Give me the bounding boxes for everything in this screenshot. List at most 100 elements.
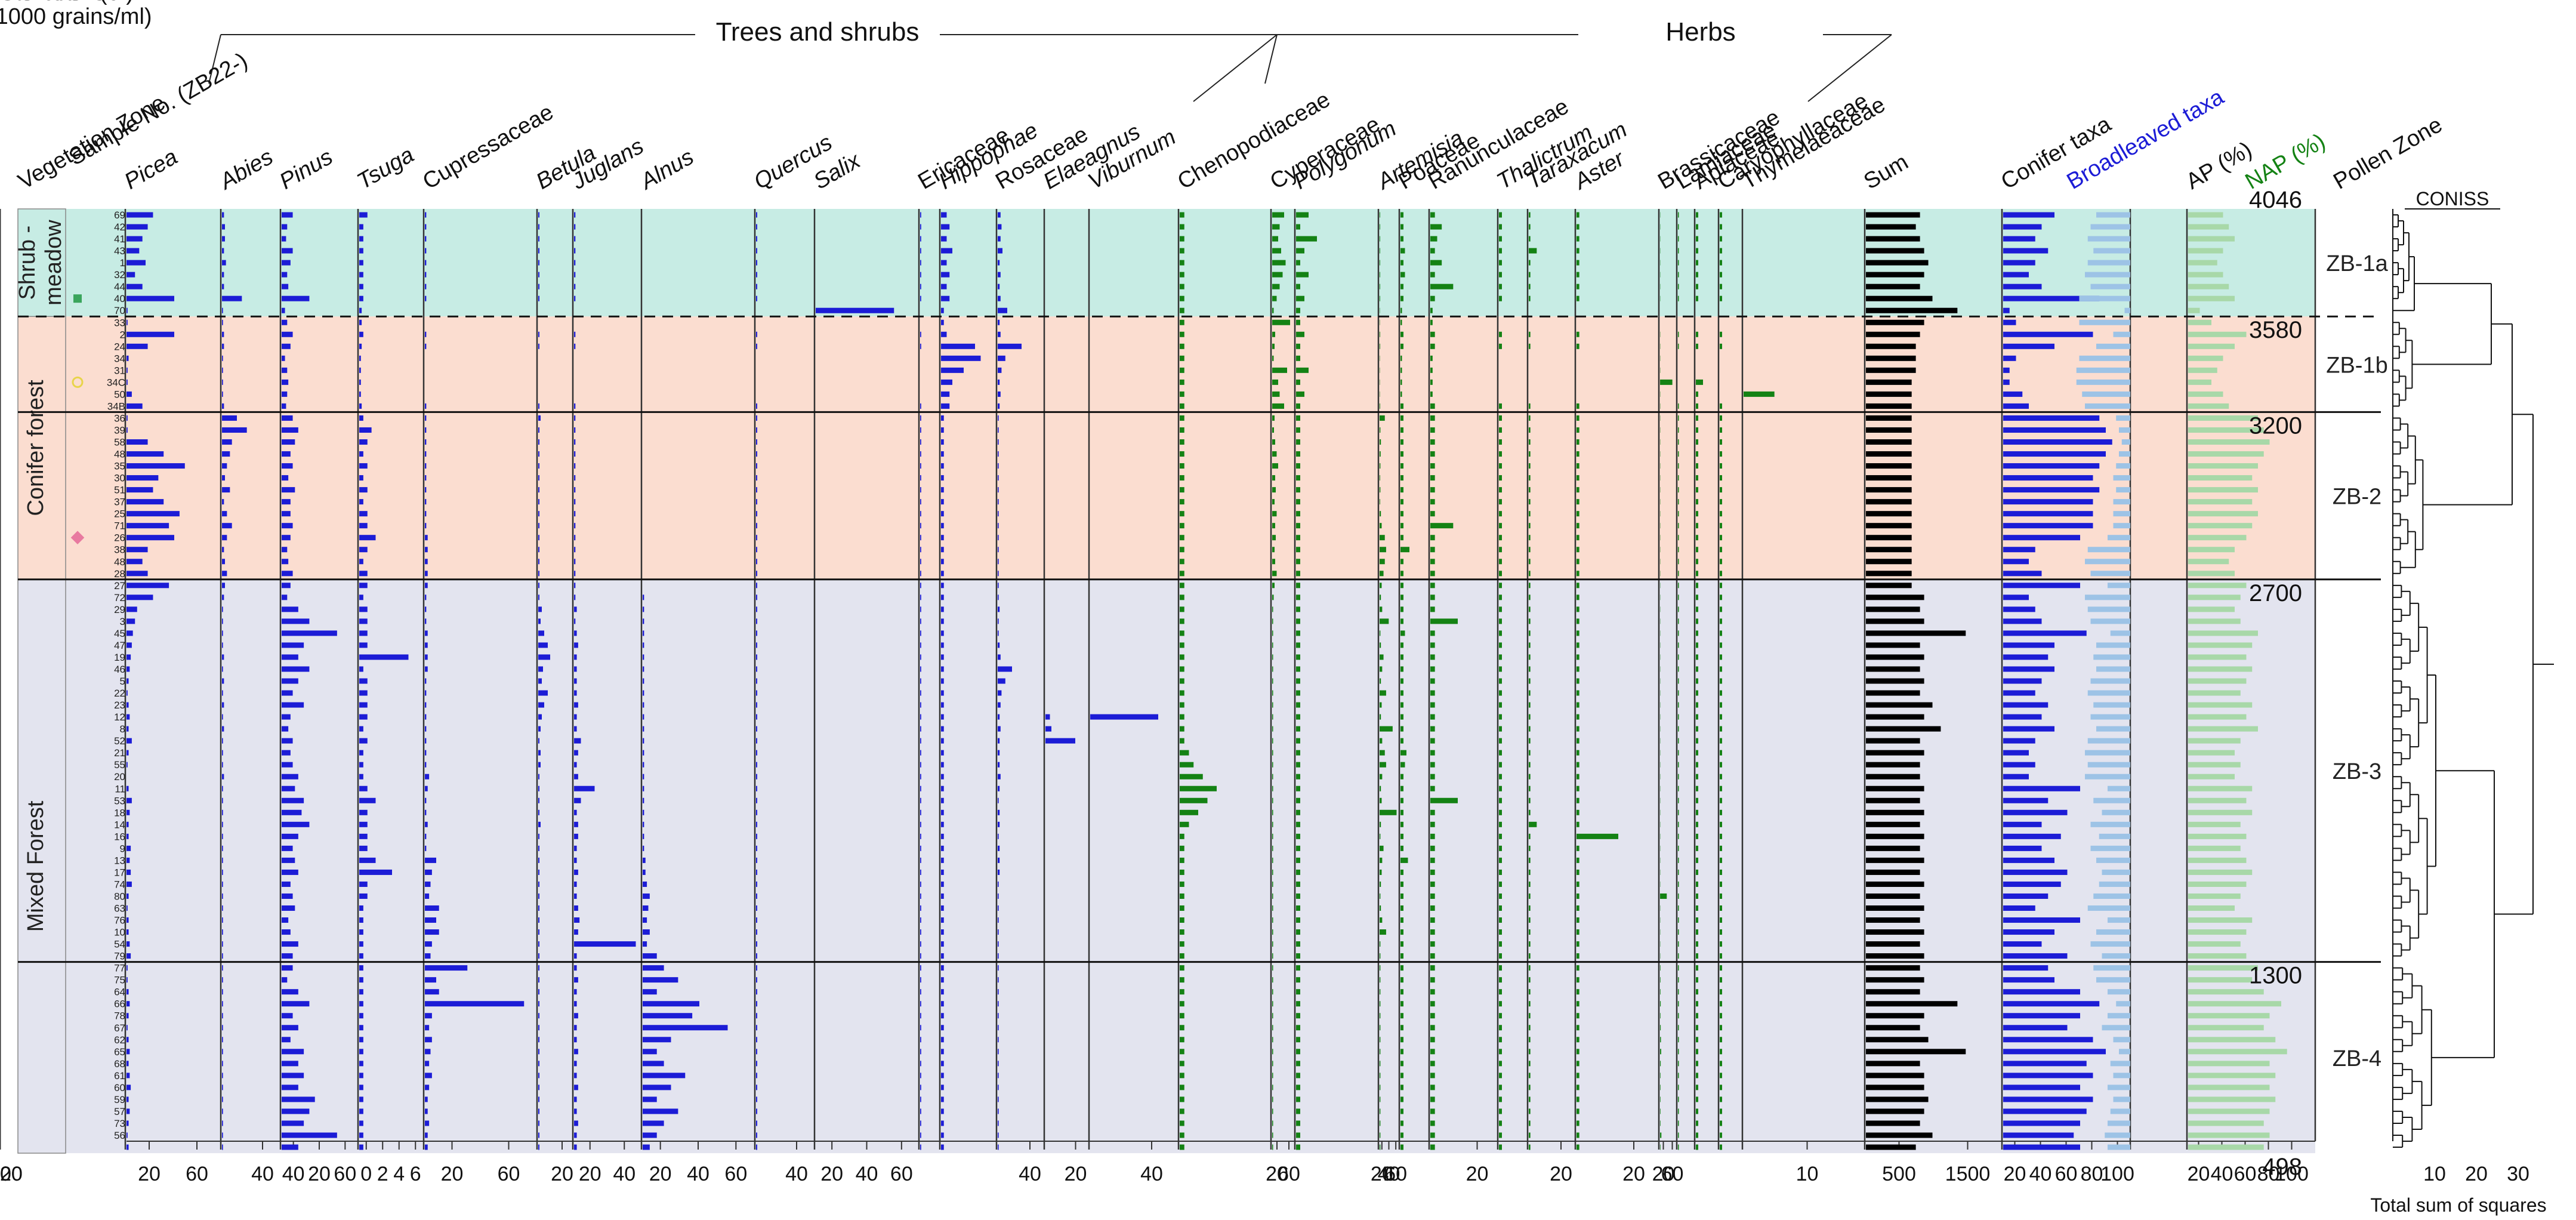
- taxon-bar-brassicaceae: [1660, 1001, 1661, 1007]
- taxon-bar-cupressaceae: [425, 463, 427, 469]
- taxon-bar-sum: [1866, 881, 1924, 887]
- taxon-bar-picea: [127, 881, 132, 887]
- taxon-bar-caryophyllaceae: [1720, 726, 1722, 732]
- taxon-bar-poaceae: [1400, 953, 1403, 959]
- taxon-bar-sum: [1866, 1061, 1920, 1067]
- taxon-bar-poaceae: [1400, 511, 1403, 517]
- taxon-bar-lamiaceae: [1678, 893, 1679, 899]
- taxon-bar-broadleaved-taxa: [2096, 726, 2130, 732]
- axis-tick-label: 20: [551, 1163, 573, 1185]
- taxon-bar-chenopodiaceae: [1180, 941, 1184, 947]
- taxon-bar-conifer-taxa: [2003, 857, 2054, 863]
- taxon-bar-ap-: [2188, 212, 2223, 218]
- taxon-bar-sum: [1866, 547, 1912, 553]
- taxon-bar-thalictrum: [1499, 523, 1502, 529]
- taxon-bar-poaceae: [1400, 1144, 1403, 1150]
- taxon-bar-chenopodiaceae: [1180, 965, 1184, 971]
- taxon-bar-juglans: [574, 881, 577, 887]
- taxon-bar-abies: [222, 547, 224, 553]
- sample-number: 58: [114, 437, 125, 448]
- taxon-bar-viburnum: [1090, 714, 1158, 720]
- axis-tick-label: 40: [1378, 1163, 1400, 1185]
- taxon-bar-conifer-taxa: [2003, 331, 2093, 337]
- taxon-bar-apiaceae: [1696, 391, 1698, 397]
- sample-number: 34B: [107, 400, 125, 412]
- taxon-bar-ap-: [2188, 319, 2211, 325]
- taxon-bar-betula: [538, 654, 550, 660]
- taxon-bar-betula: [538, 881, 539, 887]
- taxon-bar-apiaceae: [1696, 260, 1698, 266]
- taxon-bar-caryophyllaceae: [1720, 690, 1722, 696]
- taxon-bar-taraxacum: [1529, 1049, 1531, 1055]
- taxon-bar-juglans: [574, 953, 577, 959]
- taxon-bar-polygonum: [1296, 606, 1300, 612]
- taxon-bar-poaceae: [1400, 1120, 1403, 1126]
- taxon-bar-apiaceae: [1696, 331, 1698, 337]
- taxon-bar-broadleaved-taxa: [2085, 272, 2130, 278]
- taxon-bar-ranunculaceae: [1430, 355, 1433, 361]
- taxon-bar-chenopodiaceae: [1180, 630, 1184, 636]
- taxon-bar-conifer-taxa: [2003, 475, 2093, 481]
- taxon-bar-ericaceae: [920, 535, 921, 541]
- taxon-bar-conifer-taxa: [2003, 989, 2080, 995]
- taxon-bar-broadleaved-taxa: [2087, 547, 2130, 553]
- taxon-bar-ericaceae: [920, 785, 921, 791]
- taxon-bar-cyperaceae: [1272, 499, 1275, 505]
- taxon-bar-ap-: [2188, 248, 2223, 254]
- taxon-bar-abies: [222, 1013, 223, 1019]
- group-bracket-tick: [1807, 34, 1892, 102]
- taxon-bar-abies: [222, 451, 230, 457]
- taxon-bar-conifer-taxa: [2003, 630, 2087, 636]
- taxon-bar-brassicaceae: [1660, 1025, 1661, 1031]
- taxon-bar-quercus: [756, 881, 757, 887]
- taxon-bar-alnus: [643, 833, 644, 839]
- taxon-bar-ranunculaceae: [1430, 319, 1433, 325]
- taxon-bar-chenopodiaceae: [1180, 272, 1184, 278]
- taxon-bar-aster: [1577, 535, 1579, 541]
- taxon-bar-sum: [1866, 535, 1912, 541]
- taxon-bar-ericaceae: [920, 451, 921, 457]
- taxon-bar-cupressaceae: [425, 726, 427, 732]
- taxon-bar-ap-: [2188, 224, 2229, 230]
- taxon-bar-tsuga: [359, 726, 363, 732]
- taxon-bar-lamiaceae: [1678, 917, 1679, 923]
- taxon-bar-aster: [1577, 1085, 1579, 1090]
- taxon-bar-artemisia: [1380, 547, 1386, 553]
- taxon-bar-chenopodiaceae: [1180, 499, 1184, 505]
- taxon-bar-juglans: [574, 248, 576, 254]
- taxon-bar-taraxacum: [1529, 965, 1531, 971]
- taxon-bar-taraxacum: [1529, 475, 1531, 481]
- taxon-bar-quercus: [756, 702, 757, 708]
- elevation-boundary-label: 1300: [2249, 963, 2302, 989]
- taxon-bar-picea: [127, 355, 129, 361]
- taxon-bar-rosaceae: [998, 415, 999, 421]
- taxon-bar-abies: [222, 1061, 223, 1067]
- taxon-bar-cupressaceae: [425, 714, 427, 720]
- taxon-bar-polygonum: [1296, 809, 1300, 815]
- taxon-bar-tsuga: [359, 666, 363, 672]
- taxon-bar-polygonum: [1296, 893, 1300, 899]
- taxon-bar-picea: [127, 690, 128, 696]
- taxon-bar-rosaceae: [998, 606, 1000, 612]
- vegetation-zone-label: Shrub -meadow: [15, 220, 66, 306]
- taxon-bar-abies: [222, 427, 247, 433]
- taxon-bar-rosaceae: [998, 236, 1001, 242]
- taxon-bar-conifer-taxa: [2003, 965, 2049, 971]
- taxon-bar-abies: [222, 989, 223, 995]
- taxon-bar-poaceae: [1400, 571, 1403, 577]
- taxon-bar-pinus: [282, 690, 293, 696]
- taxon-bar-rosaceae: [998, 367, 1002, 373]
- sample-number: 34C: [107, 377, 125, 388]
- taxon-bar-chenopodiaceae: [1180, 236, 1184, 242]
- taxon-bar-betula: [538, 762, 541, 768]
- taxon-bar-alnus: [643, 989, 657, 995]
- taxon-bar-ericaceae: [920, 1144, 921, 1150]
- taxon-bar-aster: [1577, 1061, 1579, 1067]
- taxon-bar-ap-: [2188, 702, 2253, 708]
- taxon-bar-apiaceae: [1696, 953, 1698, 959]
- taxon-bar-ranunculaceae: [1430, 1061, 1435, 1067]
- taxon-bar-betula: [538, 559, 539, 565]
- taxon-bar-hippophae: [941, 953, 944, 959]
- taxon-bar-poaceae: [1400, 654, 1403, 660]
- taxon-bar-caryophyllaceae: [1720, 284, 1722, 289]
